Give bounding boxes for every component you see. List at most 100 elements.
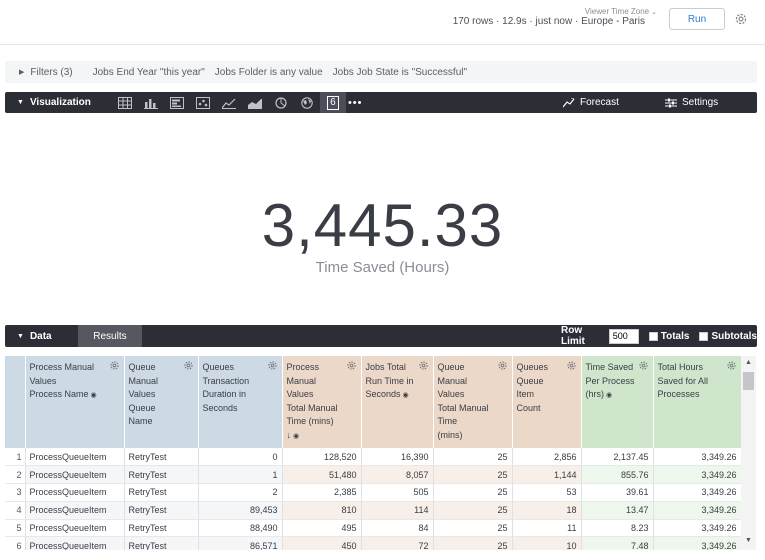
table-cell: 1 — [198, 465, 283, 485]
table-cell: 2,856 — [512, 448, 582, 467]
column-header-line: Item — [516, 389, 535, 399]
table-cell: 86,571 — [198, 536, 283, 550]
scatter-icon[interactable] — [190, 92, 216, 113]
data-bar: ▼ Data Results Row Limit Totals Subtotal… — [5, 325, 757, 347]
row-limit-input[interactable] — [608, 328, 639, 344]
column-chart-icon[interactable] — [138, 92, 164, 113]
column-header[interactable]: Process Manual Values Process Name ◉ — [25, 356, 125, 448]
visualization-title[interactable]: Visualization — [29, 97, 91, 108]
run-button[interactable]: Run — [669, 8, 725, 30]
row-index: 1 — [5, 448, 26, 467]
gear-icon[interactable] — [418, 360, 429, 371]
subtotals-checkbox[interactable]: Subtotals — [699, 331, 757, 342]
column-header-line: Duration in — [202, 389, 247, 399]
area-icon[interactable] — [242, 92, 268, 113]
table-cell: 72 — [361, 536, 434, 550]
column-header[interactable]: Process Manual Values Total Manual Time (min… — [282, 356, 362, 448]
table-cell: ProcessQueueItem — [25, 501, 125, 520]
filter-item[interactable]: Jobs Folder is any value — [214, 66, 323, 78]
tab-results[interactable]: Results — [77, 325, 142, 347]
table-cell: 3,349.26 — [653, 501, 741, 520]
column-header-line: Processes — [657, 389, 700, 399]
column-header[interactable]: Queue Manual Values Queue Name — [124, 356, 199, 448]
row-index: 3 — [5, 483, 26, 502]
table-cell: 18 — [512, 501, 582, 520]
index-header — [5, 356, 26, 448]
column-header[interactable]: Total Hours Saved for All Processes — [653, 356, 741, 448]
scroll-thumb[interactable] — [743, 372, 754, 390]
gear-icon[interactable] — [497, 360, 508, 371]
column-header[interactable]: Jobs Total Run Time in Seconds ◉ — [361, 356, 434, 448]
table-row: 2 ProcessQueueItem RetryTest 1 51,480 8,057 25… — [5, 465, 741, 485]
table-cell: 84 — [361, 519, 434, 538]
column-header-line: Seconds — [365, 389, 401, 399]
gear-icon[interactable] — [267, 360, 278, 371]
vertical-scrollbar[interactable]: ▲ ▼ — [741, 356, 756, 550]
caret-right-icon[interactable]: ▶ — [19, 69, 25, 76]
column-header-line: Count — [516, 402, 541, 413]
table-cell: 2,137.45 — [581, 448, 654, 467]
filters-label[interactable]: Filters (3) — [30, 66, 73, 78]
single-value-glyph: 6 — [327, 95, 339, 110]
chevron-down-icon: ⌄ — [651, 9, 657, 16]
filter-item[interactable]: Jobs End Year "this year" — [92, 66, 205, 78]
single-value-number: 3,445.33 — [261, 192, 504, 259]
forecast-button[interactable]: Forecast — [563, 92, 619, 113]
column-header-line: Process Name — [29, 389, 89, 399]
column-header-line: (hrs) — [585, 389, 605, 399]
checkbox-box[interactable] — [699, 331, 709, 341]
table-cell: 3,349.26 — [653, 448, 741, 467]
query-status: 170 rows · 12.9s · just now · Europe - P… — [452, 16, 645, 27]
line-icon[interactable] — [216, 92, 242, 113]
table-cell: 2 — [198, 483, 283, 502]
table-cell: 1,144 — [512, 465, 582, 485]
results-table: Process Manual Values Process Name ◉ Queue M… — [5, 356, 741, 550]
gear-icon[interactable] — [726, 360, 737, 371]
gear-icon[interactable] — [566, 360, 577, 371]
gear-icon[interactable] — [109, 360, 120, 371]
table-cell: 2,385 — [282, 483, 362, 502]
totals-label: Totals — [660, 330, 690, 342]
hidden-eye-icon: ◉ — [604, 392, 613, 399]
more-options-icon[interactable]: ••• — [347, 96, 363, 109]
checkbox-box[interactable] — [648, 331, 658, 341]
table-row: 4 ProcessQueueItem RetryTest 89,453 810 114 25… — [5, 501, 741, 520]
table-cell: 114 — [361, 501, 434, 520]
table-cell: 3,349.26 — [653, 536, 741, 550]
gear-icon[interactable] — [734, 12, 748, 26]
pie-icon[interactable] — [268, 92, 294, 113]
table-cell: RetryTest — [124, 448, 199, 467]
table-icon[interactable] — [112, 92, 138, 113]
scroll-up-icon[interactable]: ▲ — [745, 359, 752, 366]
single-value-icon[interactable]: 6 — [319, 92, 346, 113]
table-cell: ProcessQueueItem — [25, 483, 125, 502]
table-cell: 25 — [433, 448, 513, 467]
scroll-down-icon[interactable]: ▼ — [745, 537, 752, 544]
column-header-line: Transaction — [202, 375, 250, 386]
column-header[interactable]: Time Saved Per Process (hrs) ◉ — [581, 356, 654, 448]
totals-checkbox[interactable]: Totals — [648, 330, 690, 342]
map-icon[interactable] — [294, 92, 320, 113]
forecast-label: Forecast — [580, 97, 619, 108]
timezone-selector[interactable]: Viewer Time Zone ⌄ — [585, 7, 657, 16]
column-header[interactable]: Queues Queue Item Count — [512, 356, 582, 448]
caret-down-icon[interactable]: ▼ — [17, 332, 24, 340]
column-header[interactable]: Queue Manual Values Total Manual Time (mins) — [433, 356, 513, 448]
table-cell: ProcessQueueItem — [25, 465, 125, 485]
column-header[interactable]: Queues Transaction Duration in Seconds — [198, 356, 283, 448]
table-cell: 51,480 — [282, 465, 362, 485]
filters-bar[interactable]: ▶ Filters (3) Jobs End Year "this year" … — [5, 61, 757, 83]
table-row: 5 ProcessQueueItem RetryTest 88,490 495 84 25 1… — [5, 519, 741, 538]
column-header-line: Process — [286, 362, 320, 372]
tab-data[interactable]: Data — [29, 330, 52, 342]
settings-button[interactable]: Settings — [665, 92, 718, 113]
filter-item[interactable]: Jobs Job State is "Successful" — [332, 66, 468, 78]
column-header-line: Jobs Total — [365, 362, 406, 372]
bar-chart-icon[interactable] — [164, 92, 190, 113]
gear-icon[interactable] — [346, 360, 357, 371]
gear-icon[interactable] — [638, 360, 649, 371]
table-cell: 39.61 — [581, 483, 654, 502]
gear-icon[interactable] — [183, 360, 194, 371]
column-header-line: Process Manual — [29, 362, 95, 372]
caret-down-icon[interactable]: ▼ — [17, 99, 24, 106]
